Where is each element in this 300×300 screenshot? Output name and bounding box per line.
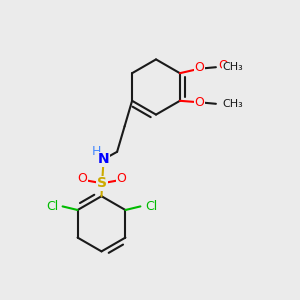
- Text: O: O: [218, 59, 228, 72]
- Text: CH₃: CH₃: [223, 62, 243, 72]
- Text: O: O: [218, 59, 228, 72]
- Text: H: H: [92, 145, 101, 158]
- Text: O: O: [194, 61, 204, 74]
- Text: S: S: [97, 176, 107, 190]
- Text: O: O: [194, 96, 204, 110]
- Text: N: N: [98, 152, 109, 166]
- Text: Cl: Cl: [46, 200, 58, 213]
- Text: Cl: Cl: [145, 200, 157, 213]
- Text: O: O: [117, 172, 127, 185]
- Text: O: O: [78, 172, 88, 185]
- Text: CH₃: CH₃: [223, 99, 243, 109]
